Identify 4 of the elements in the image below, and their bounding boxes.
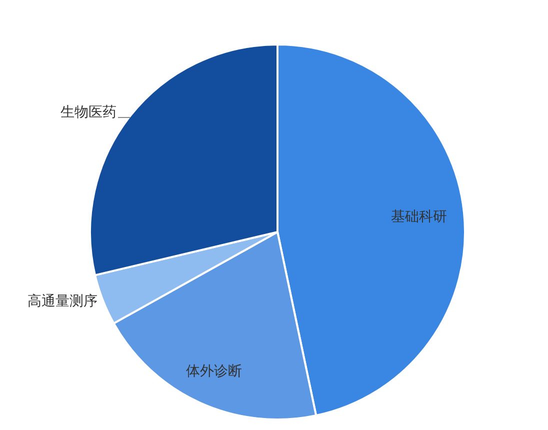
slice-label: 生物医药 xyxy=(60,104,116,120)
slice-label: 基础科研 xyxy=(391,208,448,225)
slice-label: 高通量测序 xyxy=(28,294,98,310)
slice-label: 体外诊断 xyxy=(186,364,242,380)
